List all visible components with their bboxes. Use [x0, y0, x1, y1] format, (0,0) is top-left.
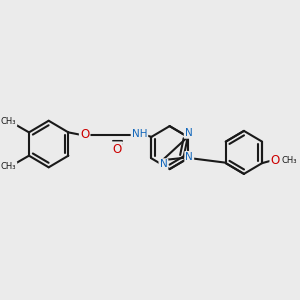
Text: N: N — [160, 159, 167, 169]
Text: CH₃: CH₃ — [281, 156, 297, 165]
Text: O: O — [80, 128, 89, 141]
Text: CH₃: CH₃ — [1, 117, 16, 126]
Text: NH: NH — [132, 129, 147, 139]
Text: O: O — [112, 142, 122, 156]
Text: CH₃: CH₃ — [1, 162, 16, 171]
Text: N: N — [185, 152, 193, 162]
Text: N: N — [185, 128, 193, 138]
Text: O: O — [271, 154, 280, 167]
